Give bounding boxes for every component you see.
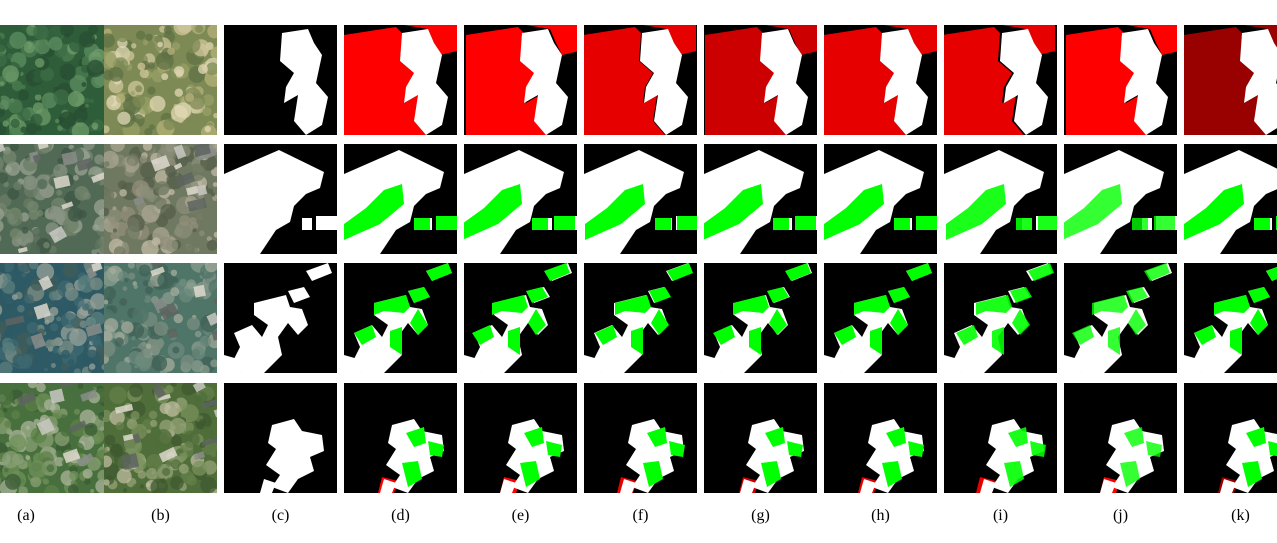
- cell-h-row-3: [824, 263, 937, 373]
- cell-a-row-3: [0, 263, 105, 373]
- cell-f-row-4: [584, 383, 697, 493]
- column-label-c: (c): [271, 507, 290, 524]
- cell-i-row-1: [944, 25, 1057, 135]
- cell-c-row-4: [224, 383, 337, 493]
- column-label-g: (g): [751, 507, 770, 524]
- cell-f-row-2: [584, 144, 697, 254]
- cell-g-row-4: [704, 383, 817, 493]
- column-label-e: (e): [511, 507, 530, 524]
- cell-b-row-4: [104, 383, 217, 493]
- cell-f-row-3: [584, 263, 697, 373]
- cell-d-row-3: [344, 263, 457, 373]
- cell-c-row-2: [224, 144, 337, 254]
- cell-k-row-1: [1184, 25, 1277, 135]
- cell-g-row-1: [704, 25, 817, 135]
- cell-d-row-2: [344, 144, 457, 254]
- cell-k-row-4: [1184, 383, 1277, 493]
- cell-j-row-1: [1064, 25, 1177, 135]
- cell-i-row-2: [944, 144, 1057, 254]
- column-label-b: (b): [151, 507, 170, 524]
- column-label-f: (f): [632, 507, 649, 524]
- cell-d-row-1: [344, 25, 457, 135]
- column-label-a: (a): [17, 507, 35, 524]
- cell-k-row-3: [1184, 263, 1277, 373]
- cell-b-row-1: [104, 25, 217, 135]
- cell-c-row-3: [224, 263, 337, 373]
- cell-h-row-2: [824, 144, 937, 254]
- cell-j-row-2: [1064, 144, 1177, 254]
- cell-b-row-3: [104, 263, 217, 373]
- cell-e-row-1: [464, 25, 577, 135]
- cell-i-row-4: [944, 383, 1057, 493]
- cell-k-row-2: [1184, 144, 1277, 254]
- cell-j-row-4: [1064, 383, 1177, 493]
- column-label-d: (d): [391, 507, 410, 524]
- cell-f-row-1: [584, 25, 697, 135]
- cell-b-row-2: [104, 144, 217, 254]
- cell-g-row-2: [704, 144, 817, 254]
- cell-a-row-2: [0, 144, 105, 254]
- cell-e-row-2: [464, 144, 577, 254]
- cell-h-row-1: [824, 25, 937, 135]
- cell-a-row-4: [0, 383, 105, 493]
- cell-e-row-3: [464, 263, 577, 373]
- column-label-j: (j): [1112, 507, 1129, 524]
- cell-d-row-4: [344, 383, 457, 493]
- cell-h-row-4: [824, 383, 937, 493]
- cell-g-row-3: [704, 263, 817, 373]
- cell-e-row-4: [464, 383, 577, 493]
- column-label-i: (i): [992, 507, 1009, 524]
- cell-j-row-3: [1064, 263, 1177, 373]
- cell-i-row-3: [944, 263, 1057, 373]
- cell-a-row-1: [0, 25, 105, 135]
- column-label-h: (h): [871, 507, 890, 524]
- cell-c-row-1: [224, 25, 337, 135]
- column-label-k: (k): [1231, 507, 1250, 524]
